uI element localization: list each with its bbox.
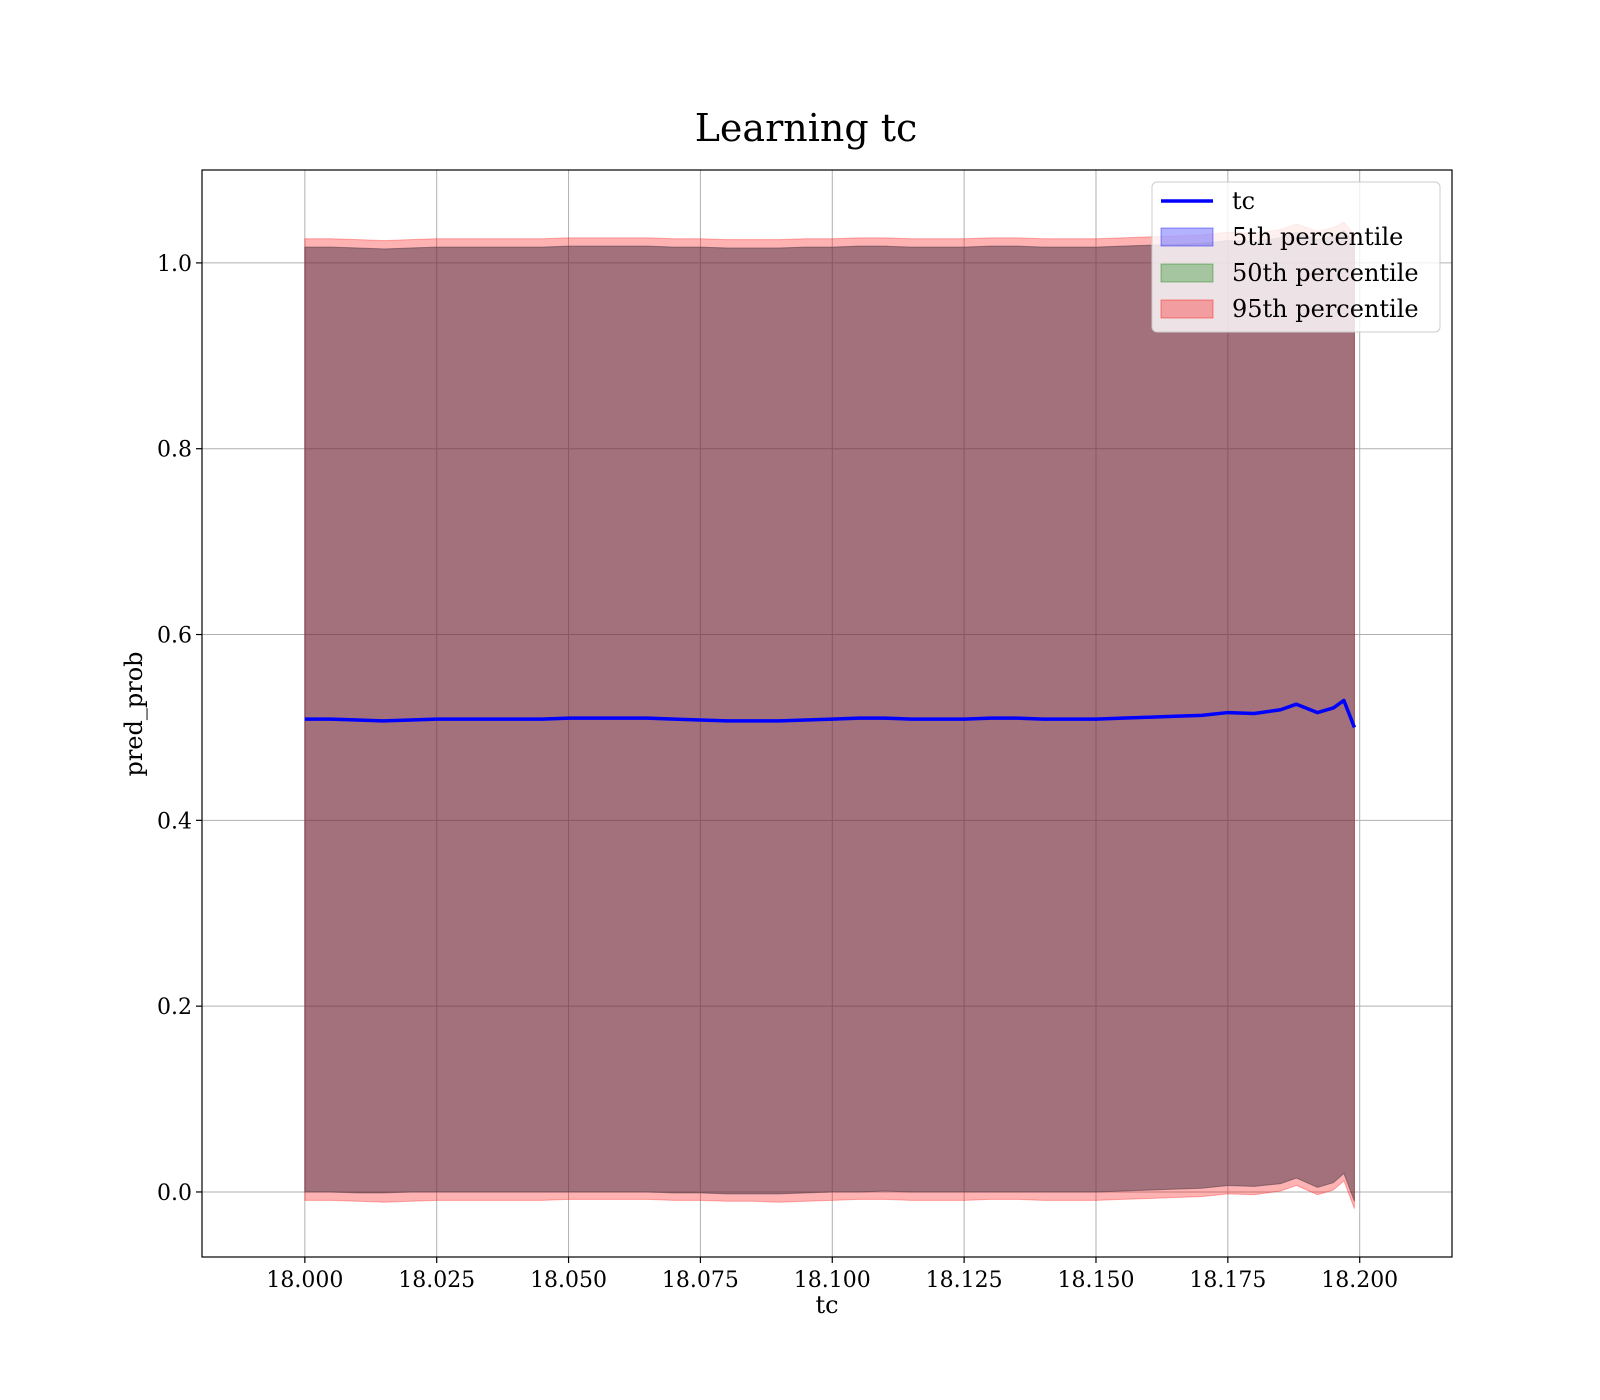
x-tick-label: 18.000 — [266, 1268, 343, 1293]
band-95th-percentile — [304, 221, 1355, 1209]
legend-label: 50th percentile — [1232, 259, 1419, 287]
x-tick-label: 18.075 — [662, 1268, 739, 1293]
chart-title: Learning tc — [695, 106, 918, 150]
x-tick-label: 18.100 — [794, 1268, 871, 1293]
grid — [202, 170, 1452, 1257]
legend-box — [1151, 181, 1441, 333]
legend-swatch-patch — [1160, 263, 1214, 283]
legend-swatch-patch — [1160, 299, 1214, 319]
x-tick-label: 18.150 — [1057, 1268, 1134, 1293]
x-tick-label: 18.175 — [1189, 1268, 1266, 1293]
legend: tc 5th percentile 50th percentile 95th perc… — [1151, 181, 1441, 333]
plot-frame — [201, 169, 1453, 1258]
y-tick-label: 1.0 — [157, 252, 192, 277]
x-tick-label: 18.200 — [1321, 1268, 1398, 1293]
line-tc — [304, 698, 1357, 729]
y-axis: 0.0 0.2 0.4 0.6 0.8 1.0 — [157, 252, 202, 1206]
x-tick-label: 18.025 — [398, 1268, 475, 1293]
percentile-bands — [304, 221, 1355, 1209]
band-5th-percentile — [304, 229, 1355, 1202]
band-50th-percentile — [304, 229, 1355, 1202]
y-tick-label: 0.6 — [157, 624, 192, 649]
y-tick-label: 0.0 — [157, 1181, 192, 1206]
legend-label: tc — [1232, 187, 1255, 215]
legend-swatch-patch — [1160, 227, 1214, 247]
series-lines — [304, 698, 1357, 729]
x-axis-title: tc — [815, 1291, 838, 1319]
x-axis: 18.000 18.025 18.050 18.075 18.100 18.125 18.1… — [266, 1257, 1398, 1293]
x-tick-label: 18.125 — [926, 1268, 1003, 1293]
legend-label: 95th percentile — [1232, 295, 1419, 323]
y-tick-label: 0.8 — [157, 438, 192, 463]
x-tick-label: 18.050 — [530, 1268, 607, 1293]
y-tick-label: 0.4 — [157, 809, 192, 834]
y-axis-title: pred_prob — [120, 651, 148, 776]
y-tick-label: 0.2 — [157, 995, 192, 1020]
legend-label: 5th percentile — [1232, 223, 1403, 251]
